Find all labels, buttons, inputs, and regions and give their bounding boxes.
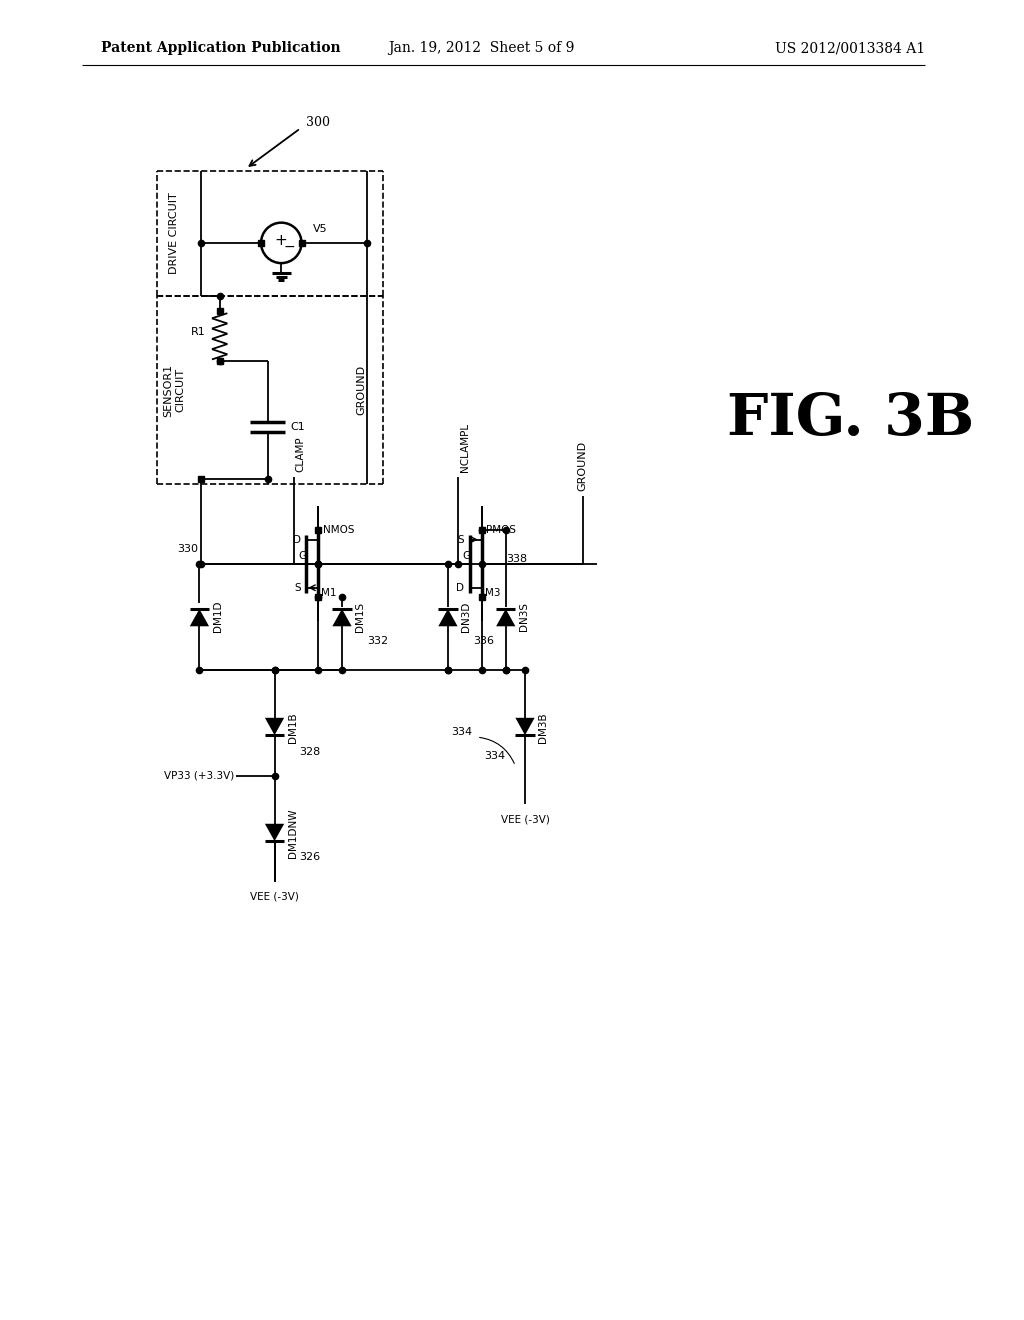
Text: C1: C1	[290, 422, 305, 432]
Text: D: D	[457, 582, 464, 593]
Polygon shape	[515, 718, 535, 735]
Polygon shape	[496, 609, 515, 626]
Text: S: S	[294, 582, 301, 593]
Text: M1: M1	[321, 587, 336, 598]
Text: VEE (-3V): VEE (-3V)	[250, 891, 299, 902]
Text: 338: 338	[506, 554, 527, 564]
Text: DN3D: DN3D	[462, 602, 471, 632]
Text: VEE (-3V): VEE (-3V)	[501, 814, 550, 824]
Text: 326: 326	[300, 853, 321, 862]
Text: DM3B: DM3B	[539, 711, 549, 743]
Text: M3: M3	[484, 587, 500, 598]
Polygon shape	[265, 824, 285, 841]
Text: GROUND: GROUND	[578, 441, 588, 491]
Text: NMOS: NMOS	[323, 525, 354, 535]
Text: 332: 332	[367, 636, 388, 645]
Text: SENSOR1
CIRCUIT: SENSOR1 CIRCUIT	[164, 364, 185, 417]
Text: PMOS: PMOS	[486, 525, 516, 535]
Text: 334: 334	[484, 751, 506, 762]
Text: D: D	[293, 535, 301, 545]
Text: CLAMP: CLAMP	[296, 437, 306, 473]
Text: G: G	[463, 550, 470, 561]
Text: Patent Application Publication: Patent Application Publication	[101, 41, 341, 55]
Text: −: −	[284, 240, 295, 253]
Text: R1: R1	[190, 326, 205, 337]
Text: DM1B: DM1B	[288, 711, 298, 743]
Text: DRIVE CIRCUIT: DRIVE CIRCUIT	[169, 193, 179, 275]
Text: S: S	[458, 535, 464, 545]
Text: VP33 (+3.3V): VP33 (+3.3V)	[164, 771, 234, 780]
Text: 334: 334	[451, 727, 472, 738]
Text: US 2012/0013384 A1: US 2012/0013384 A1	[775, 41, 925, 55]
Text: DM1D: DM1D	[213, 601, 223, 632]
Text: DM1DNW: DM1DNW	[288, 809, 298, 858]
Polygon shape	[189, 609, 209, 626]
Text: V5: V5	[313, 224, 328, 235]
Text: GROUND: GROUND	[356, 366, 367, 416]
Text: 330: 330	[177, 544, 199, 554]
Text: FIG. 3B: FIG. 3B	[727, 391, 975, 447]
Text: DM1S: DM1S	[355, 602, 366, 632]
Polygon shape	[438, 609, 458, 626]
Text: 300: 300	[306, 116, 331, 129]
Polygon shape	[333, 609, 351, 626]
Polygon shape	[265, 718, 285, 735]
Text: NCLAMPL: NCLAMPL	[460, 422, 469, 473]
Text: G: G	[299, 550, 307, 561]
Text: Jan. 19, 2012  Sheet 5 of 9: Jan. 19, 2012 Sheet 5 of 9	[388, 41, 574, 55]
Text: DN3S: DN3S	[519, 602, 529, 631]
Text: +: +	[274, 234, 287, 248]
Text: 328: 328	[300, 747, 321, 756]
Text: 336: 336	[473, 636, 494, 645]
